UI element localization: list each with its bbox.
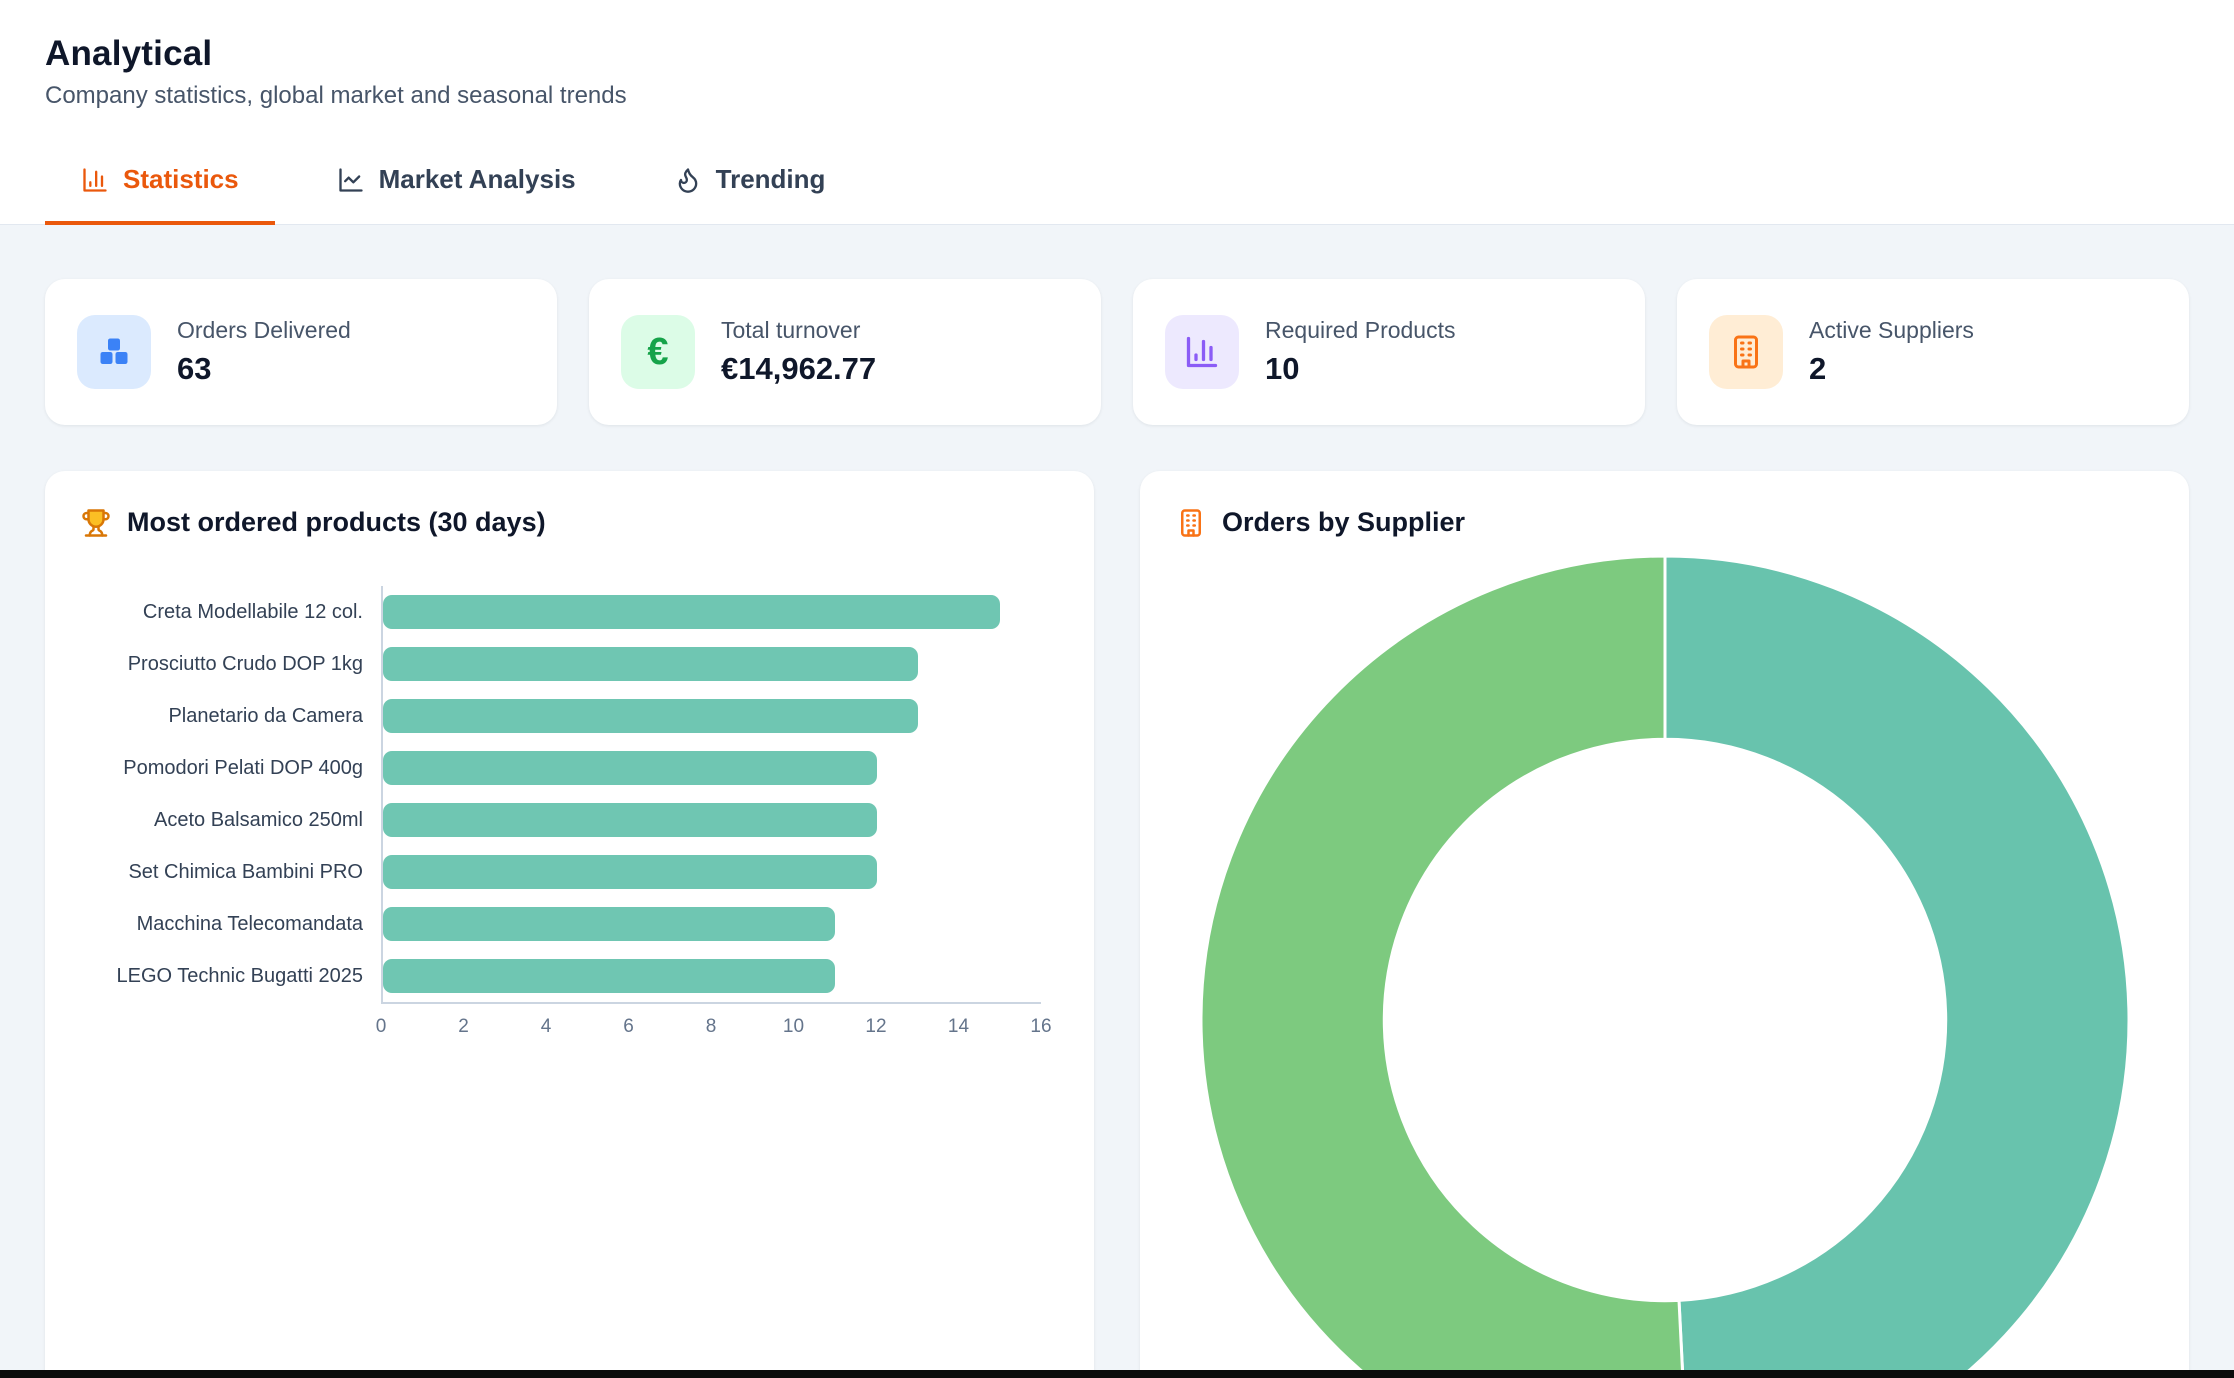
page-header: Analytical Company statistics, global ma… bbox=[0, 0, 2234, 110]
tab-statistics[interactable]: Statistics bbox=[45, 144, 275, 225]
x-tick-label: 16 bbox=[1030, 1016, 1051, 1038]
charts-row: Most ordered products (30 days) Creta Mo… bbox=[45, 471, 2189, 1378]
page-title: Analytical bbox=[45, 34, 2189, 74]
bar-category-label: Set Chimica Bambini PRO bbox=[81, 846, 381, 898]
x-axis: 0246810121416 bbox=[381, 1002, 1041, 1044]
x-tick-label: 8 bbox=[706, 1016, 717, 1038]
x-tick-label: 14 bbox=[948, 1016, 969, 1038]
most-ordered-bar-chart: Creta Modellabile 12 col.Prosciutto Crud… bbox=[81, 586, 1058, 1044]
line-chart-icon bbox=[337, 166, 365, 194]
stat-label: Active Suppliers bbox=[1809, 317, 1974, 344]
bar[interactable] bbox=[383, 907, 835, 941]
bar-track bbox=[381, 794, 1041, 846]
bar-category-label: Macchina Telecomandata bbox=[81, 898, 381, 950]
bar-track bbox=[381, 898, 1041, 950]
most-ordered-products-card: Most ordered products (30 days) Creta Mo… bbox=[45, 471, 1094, 1378]
bar-category-label: Prosciutto Crudo DOP 1kg bbox=[81, 638, 381, 690]
tab-label: Trending bbox=[716, 164, 826, 195]
x-tick-label: 2 bbox=[458, 1016, 469, 1038]
tab-market-analysis[interactable]: Market Analysis bbox=[301, 144, 612, 225]
stat-label: Required Products bbox=[1265, 317, 1456, 344]
statistics-panel: Orders Delivered 63 € Total turnover €14… bbox=[0, 225, 2234, 1378]
x-tick-label: 0 bbox=[376, 1016, 387, 1038]
bar-track bbox=[381, 950, 1041, 1002]
x-tick-label: 12 bbox=[865, 1016, 886, 1038]
bar-category-label: Creta Modellabile 12 col. bbox=[81, 586, 381, 638]
orders-by-supplier-donut-chart bbox=[1176, 554, 2153, 1378]
donut-segment[interactable] bbox=[1200, 556, 1687, 1378]
analytics-dashboard: Analytical Company statistics, global ma… bbox=[0, 0, 2234, 1378]
stat-label: Orders Delivered bbox=[177, 317, 351, 344]
stat-value: €14,962.77 bbox=[721, 351, 876, 387]
euro-icon: € bbox=[621, 315, 695, 389]
tab-label: Market Analysis bbox=[379, 164, 576, 195]
x-tick-label: 10 bbox=[783, 1016, 804, 1038]
screen-bottom-edge bbox=[0, 1370, 2234, 1378]
orders-by-supplier-card: Orders by Supplier bbox=[1140, 471, 2189, 1378]
stat-value: 2 bbox=[1809, 351, 1974, 387]
stats-row: Orders Delivered 63 € Total turnover €14… bbox=[45, 279, 2189, 425]
flame-icon bbox=[674, 166, 702, 194]
chart-title-text: Most ordered products (30 days) bbox=[127, 507, 546, 538]
trophy-icon bbox=[81, 508, 111, 538]
bar-category-label: Aceto Balsamico 250ml bbox=[81, 794, 381, 846]
stat-card-total-turnover: € Total turnover €14,962.77 bbox=[589, 279, 1101, 425]
bar-category-label: Pomodori Pelati DOP 400g bbox=[81, 742, 381, 794]
building-icon bbox=[1176, 508, 1206, 538]
donut-chart-svg bbox=[1199, 554, 2131, 1378]
bar[interactable] bbox=[383, 647, 918, 681]
stat-card-orders-delivered: Orders Delivered 63 bbox=[45, 279, 557, 425]
tab-trending[interactable]: Trending bbox=[638, 144, 862, 225]
bar[interactable] bbox=[383, 595, 1000, 629]
tab-bar: Statistics Market Analysis Trending bbox=[0, 144, 2234, 225]
bar-chart-icon bbox=[1165, 315, 1239, 389]
bar-category-label: LEGO Technic Bugatti 2025 bbox=[81, 950, 381, 1002]
bar[interactable] bbox=[383, 855, 877, 889]
bar-category-label: Planetario da Camera bbox=[81, 690, 381, 742]
page-subtitle: Company statistics, global market and se… bbox=[45, 82, 2189, 110]
bar[interactable] bbox=[383, 699, 918, 733]
bar[interactable] bbox=[383, 751, 877, 785]
bar-track bbox=[381, 586, 1041, 638]
tab-label: Statistics bbox=[123, 164, 239, 195]
x-tick-label: 4 bbox=[541, 1016, 552, 1038]
stat-label: Total turnover bbox=[721, 317, 876, 344]
boxes-icon bbox=[77, 315, 151, 389]
stat-card-active-suppliers: Active Suppliers 2 bbox=[1677, 279, 2189, 425]
bar[interactable] bbox=[383, 803, 877, 837]
chart-title-text: Orders by Supplier bbox=[1222, 507, 1465, 538]
chart-title-orders-by-supplier: Orders by Supplier bbox=[1176, 507, 2153, 538]
axis-spacer bbox=[81, 1002, 381, 1044]
bar-track bbox=[381, 742, 1041, 794]
x-tick-label: 6 bbox=[623, 1016, 634, 1038]
bar[interactable] bbox=[383, 959, 835, 993]
stat-card-required-products: Required Products 10 bbox=[1133, 279, 1645, 425]
chart-title-most-ordered: Most ordered products (30 days) bbox=[81, 507, 1058, 538]
stat-value: 10 bbox=[1265, 351, 1456, 387]
building-icon bbox=[1709, 315, 1783, 389]
donut-segment[interactable] bbox=[1665, 556, 2129, 1378]
bar-track bbox=[381, 846, 1041, 898]
bar-track bbox=[381, 690, 1041, 742]
stat-value: 63 bbox=[177, 351, 351, 387]
bar-chart-icon bbox=[81, 166, 109, 194]
bar-track bbox=[381, 638, 1041, 690]
